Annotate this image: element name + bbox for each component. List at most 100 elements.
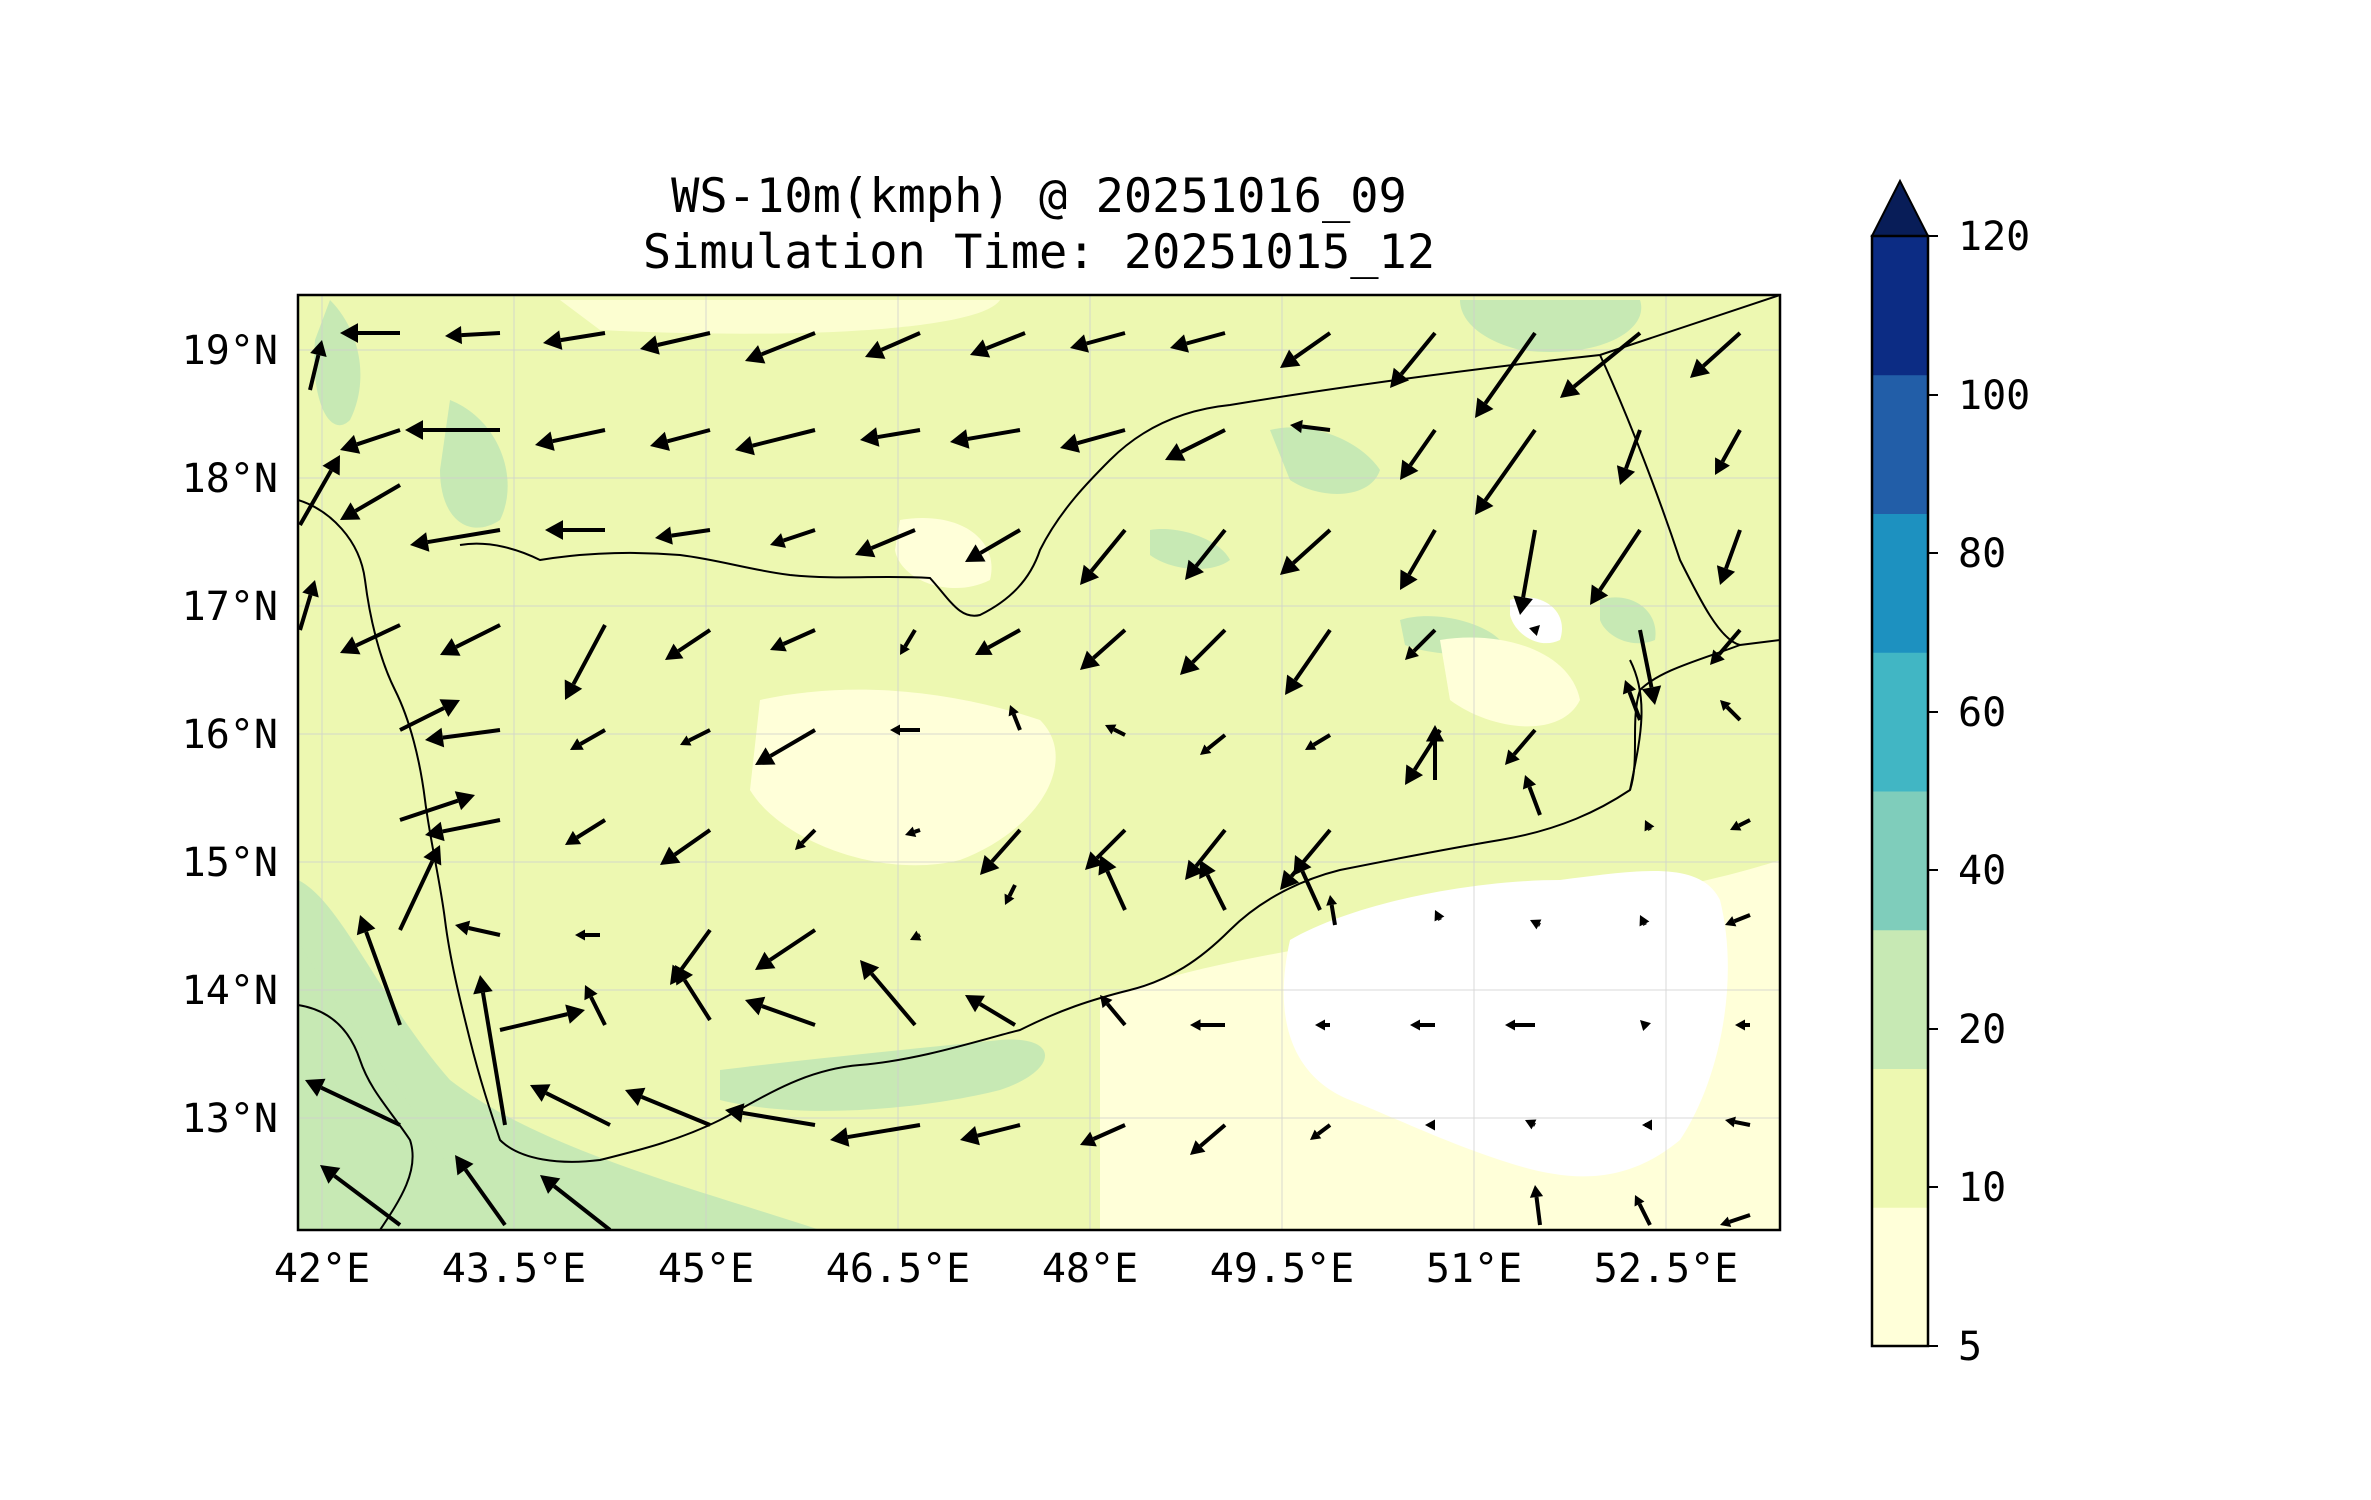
wind-vector-shaft <box>1092 628 1127 660</box>
wind-vector-head <box>440 638 461 656</box>
wind-vector-shaft <box>967 428 1021 441</box>
wind-vector <box>1644 820 1655 832</box>
wind-vector-head <box>965 995 985 1013</box>
wind-vector-head <box>1710 649 1725 665</box>
wind-vector-shaft <box>398 860 435 931</box>
wind-vector-shaft <box>1293 628 1332 682</box>
wind-vector-shaft <box>333 1174 402 1227</box>
wind-vector-head <box>975 640 993 655</box>
wind-vector-shaft <box>1105 870 1127 911</box>
wind-vector <box>650 428 711 451</box>
wind-vector-shaft <box>673 828 712 857</box>
wind-vector-shaft <box>1105 1002 1127 1027</box>
wind-vector <box>1400 528 1437 590</box>
wind-vector-head <box>1475 494 1494 515</box>
wind-vector <box>1525 1119 1537 1130</box>
y-tick-label: 13°N <box>182 1096 278 1142</box>
wind-vector-head <box>473 975 493 995</box>
coastline-africa <box>298 1004 414 1230</box>
wind-vector-shaft <box>1399 331 1437 376</box>
wind-vector <box>1165 428 1226 461</box>
wind-vector-head <box>1475 397 1494 418</box>
wind-vector-shaft <box>1717 628 1742 656</box>
wind-vector-head <box>340 502 361 520</box>
wind-vector-head <box>1190 1019 1201 1031</box>
wind-vector-head <box>1098 855 1117 876</box>
wind-vector <box>565 818 607 845</box>
wind-vector-shaft <box>1725 705 1742 722</box>
y-tick-label: 19°N <box>182 328 278 374</box>
wind-vector <box>680 728 711 746</box>
wind-vector <box>543 330 606 350</box>
wind-vector <box>455 1155 507 1227</box>
wind-vector-head <box>545 520 563 540</box>
wind-vectors <box>298 323 1751 1230</box>
wind-vector <box>1505 728 1537 765</box>
wind-vector-shaft <box>979 528 1022 555</box>
wind-vector-head <box>425 727 445 748</box>
wind-vector-shaft <box>657 331 711 347</box>
border-yemen-oman <box>1629 659 1643 791</box>
wind-vector-shaft <box>768 928 817 962</box>
wind-vector <box>970 331 1026 358</box>
wind-vector-head <box>905 826 917 838</box>
wind-vector <box>1060 428 1126 453</box>
wind-vector-head <box>650 431 670 451</box>
wind-vector-head <box>1200 744 1212 755</box>
wind-vector-head <box>584 985 598 1001</box>
colorbar-label: 120 <box>1958 214 2030 260</box>
wind-vector-head <box>455 1155 474 1176</box>
wind-vector-head <box>1080 1131 1097 1147</box>
wind-vector-head <box>1529 1185 1544 1198</box>
wind-vector <box>655 526 711 545</box>
wind-vector-shaft <box>1534 1196 1542 1226</box>
wind-vector-shaft <box>769 728 817 758</box>
wind-vector-head <box>1305 740 1317 750</box>
wind-vector-head <box>340 636 361 655</box>
wind-vector <box>1290 419 1331 434</box>
wind-vector-head <box>1560 378 1581 398</box>
wind-vector-shaft <box>571 624 607 686</box>
wind-vector-head <box>1326 895 1338 906</box>
wind-vector-head <box>320 1165 341 1184</box>
coastlines-borders <box>298 295 1780 1230</box>
wind-vector <box>675 965 712 1022</box>
wind-vector-head <box>1715 457 1730 475</box>
wind-vector-head <box>1505 749 1520 765</box>
wind-vector <box>1720 700 1742 722</box>
wind-vector-shaft <box>751 428 816 448</box>
wind-vector <box>1522 775 1542 816</box>
wind-vector <box>298 580 319 631</box>
wind-vector-head <box>1405 646 1419 660</box>
wind-vector-shaft <box>1316 1123 1332 1136</box>
wind-vector-head <box>1634 1195 1645 1207</box>
colorbar-label: 20 <box>1958 1007 2006 1053</box>
wind-vector-shaft <box>298 469 333 526</box>
wind-vector-shaft <box>877 428 921 440</box>
y-tick-label: 16°N <box>182 712 278 758</box>
wind-vector <box>1690 331 1742 378</box>
wind-vector-head <box>910 930 922 941</box>
wind-vector-head <box>1716 565 1736 585</box>
wind-vector <box>910 930 922 941</box>
wind-vector-shaft <box>1076 428 1126 446</box>
wind-vector <box>499 1004 585 1032</box>
wind-vector <box>755 928 817 970</box>
wind-vector-shaft <box>990 828 1022 863</box>
wind-vector-shaft <box>760 331 816 357</box>
wind-vector-shaft <box>1300 870 1322 911</box>
colorbar-block <box>1872 1207 1928 1347</box>
wind-vector-head <box>660 846 681 865</box>
wind-vector-head <box>1100 995 1113 1009</box>
wind-vector <box>1070 331 1126 353</box>
wind-vector-shaft <box>1538 922 1541 927</box>
wind-vector <box>1098 855 1127 911</box>
wind-vector-shaft <box>1483 428 1537 502</box>
wind-vector-head <box>1730 820 1742 831</box>
wind-vector-shaft <box>1483 331 1537 405</box>
wind-vector-shaft <box>880 331 921 352</box>
wind-vector-head <box>665 643 684 660</box>
wind-vector <box>399 699 460 732</box>
wind-vector-head <box>1290 419 1303 434</box>
wind-vector-shaft <box>677 628 712 653</box>
